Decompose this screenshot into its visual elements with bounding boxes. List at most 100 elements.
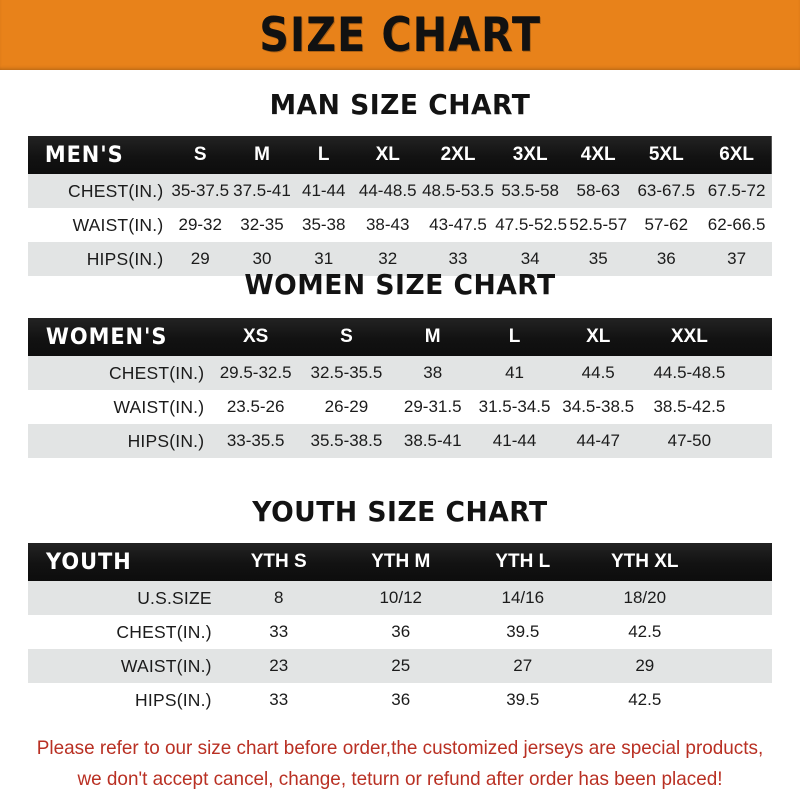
women-col-header-0: XS bbox=[242, 326, 269, 347]
youth-col-header-0: YTH S bbox=[250, 551, 307, 572]
man-waist-2: 35-38 bbox=[301, 215, 346, 234]
women-table-header-row: WOMEN'S XS S M L XL XXL bbox=[28, 318, 772, 356]
man-waist-6: 52.5-57 bbox=[569, 215, 628, 234]
youth-chest-3: 42.5 bbox=[628, 622, 662, 641]
table-row: WAIST(IN.) 23 25 27 29 bbox=[28, 649, 772, 683]
women-row-label-chest: CHEST(IN.) bbox=[108, 362, 205, 383]
man-section-title: MAN SIZE CHART bbox=[269, 88, 531, 121]
table-row: CHEST(IN.) 29.5-32.5 32.5-35.5 38 41 44.… bbox=[28, 356, 772, 390]
footer-disclaimer-line-1: Please refer to our size chart before or… bbox=[36, 737, 764, 759]
footer-disclaimer: Please refer to our size chart before or… bbox=[12, 733, 788, 795]
man-row-label-waist: WAIST(IN.) bbox=[72, 214, 164, 235]
man-table-header-row: MEN'S S M L XL 2XL 3XL 4XL 5XL 6XL bbox=[28, 136, 772, 174]
man-col-header-1: M bbox=[254, 144, 270, 165]
youth-col-header-2: YTH L bbox=[495, 551, 551, 572]
table-row: YOUTH YTH S YTH M YTH L YTH XL bbox=[28, 543, 772, 581]
women-col-header-1: S bbox=[340, 326, 353, 347]
women-col-header-3: L bbox=[508, 326, 521, 347]
youth-row-label-hips: HIPS(IN.) bbox=[135, 689, 212, 710]
women-col-header-5: XXL bbox=[670, 326, 708, 347]
youth-row-spacer bbox=[706, 683, 772, 717]
youth-ussize-0: 8 bbox=[273, 588, 284, 607]
youth-waist-0: 23 bbox=[269, 656, 289, 675]
women-size-table: WOMEN'S XS S M L XL XXL CHEST(IN.) 29.5-… bbox=[28, 318, 772, 458]
youth-row-label-header: YOUTH bbox=[46, 549, 132, 575]
women-hips-1: 35.5-38.5 bbox=[310, 431, 383, 450]
youth-row-label-waist: WAIST(IN.) bbox=[120, 655, 212, 676]
women-waist-4: 34.5-38.5 bbox=[562, 397, 635, 416]
youth-chest-1: 36 bbox=[391, 622, 411, 641]
man-col-header-6: 4XL bbox=[580, 144, 616, 165]
man-waist-7: 57-62 bbox=[644, 215, 689, 234]
women-hips-3: 41-44 bbox=[492, 431, 537, 450]
table-row: WAIST(IN.) 23.5-26 26-29 29-31.5 31.5-34… bbox=[28, 390, 772, 424]
women-waist-5: 38.5-42.5 bbox=[653, 397, 726, 416]
women-row-spacer bbox=[738, 390, 772, 424]
man-hips-8: 37 bbox=[727, 249, 747, 268]
youth-ussize-1: 10/12 bbox=[379, 588, 423, 607]
women-waist-1: 26-29 bbox=[324, 397, 369, 416]
man-row-label-hips: HIPS(IN.) bbox=[86, 248, 164, 269]
man-waist-1: 32-35 bbox=[240, 215, 284, 234]
youth-waist-1: 25 bbox=[391, 656, 411, 675]
man-row-label-chest: CHEST(IN.) bbox=[68, 180, 164, 201]
youth-section-title: YOUTH SIZE CHART bbox=[252, 495, 548, 528]
table-row: HIPS(IN.) 33 36 39.5 42.5 bbox=[28, 683, 772, 717]
women-row-spacer bbox=[738, 356, 772, 390]
man-hips-4: 33 bbox=[448, 249, 468, 268]
man-waist-3: 38-43 bbox=[365, 215, 410, 234]
man-hips-0: 29 bbox=[190, 249, 210, 268]
man-size-table: MEN'S S M L XL 2XL 3XL 4XL 5XL 6XL CHEST… bbox=[28, 136, 772, 276]
youth-hips-0: 33 bbox=[269, 690, 289, 709]
table-row: WAIST(IN.) 29-32 32-35 35-38 38-43 43-47… bbox=[28, 208, 772, 242]
man-hips-2: 31 bbox=[314, 249, 334, 268]
youth-size-table: YOUTH YTH S YTH M YTH L YTH XL U.S.SIZE … bbox=[28, 543, 772, 717]
youth-row-label-us-size: U.S.SIZE bbox=[137, 587, 212, 608]
man-col-header-3: XL bbox=[375, 144, 400, 165]
footer-disclaimer-line-2: we don't accept cancel, change, teturn o… bbox=[77, 768, 723, 790]
youth-col-header-1: YTH M bbox=[371, 551, 431, 572]
women-chest-5: 44.5-48.5 bbox=[653, 363, 726, 382]
women-waist-3: 31.5-34.5 bbox=[478, 397, 551, 416]
man-col-header-0: S bbox=[193, 144, 207, 165]
women-col-header-2: M bbox=[424, 326, 441, 347]
man-hips-5: 34 bbox=[520, 249, 540, 268]
man-col-header-2: L bbox=[317, 144, 330, 165]
women-waist-2: 29-31.5 bbox=[403, 397, 462, 416]
women-waist-0: 23.5-26 bbox=[226, 397, 285, 416]
women-chest-1: 32.5-35.5 bbox=[310, 363, 383, 382]
table-row: HIPS(IN.) 29 30 31 32 33 34 35 36 37 bbox=[28, 242, 772, 276]
man-chest-4: 48.5-53.5 bbox=[422, 181, 494, 200]
women-chest-4: 44.5 bbox=[581, 363, 615, 382]
man-waist-4: 43-47.5 bbox=[429, 215, 487, 234]
youth-row-spacer bbox=[706, 581, 772, 615]
youth-row-spacer bbox=[706, 615, 772, 649]
women-chest-2: 38 bbox=[423, 363, 443, 382]
women-row-spacer bbox=[738, 424, 772, 458]
man-hips-3: 32 bbox=[378, 249, 398, 268]
youth-row-label-chest: CHEST(IN.) bbox=[116, 621, 212, 642]
man-hips-6: 35 bbox=[588, 249, 608, 268]
table-row: CHEST(IN.) 35-37.5 37.5-41 41-44 44-48.5… bbox=[28, 174, 772, 208]
man-col-header-8: 6XL bbox=[719, 144, 755, 165]
women-col-header-4: XL bbox=[586, 326, 611, 347]
women-row-label-hips: HIPS(IN.) bbox=[127, 430, 205, 451]
man-chest-5: 53.5-58 bbox=[501, 181, 559, 200]
man-waist-5: 47.5-52.5 bbox=[495, 215, 568, 234]
youth-chest-2: 39.5 bbox=[506, 622, 540, 641]
youth-col-header-3: YTH XL bbox=[610, 551, 679, 572]
women-hips-4: 44-47 bbox=[576, 431, 620, 450]
man-col-header-4: 2XL bbox=[440, 144, 476, 165]
women-hips-2: 38.5-41 bbox=[403, 431, 462, 450]
youth-hips-1: 36 bbox=[391, 690, 411, 709]
table-row: HIPS(IN.) 33-35.5 35.5-38.5 38.5-41 41-4… bbox=[28, 424, 772, 458]
women-chest-0: 29.5-32.5 bbox=[219, 363, 292, 382]
table-row: U.S.SIZE 8 10/12 14/16 18/20 bbox=[28, 581, 772, 615]
youth-ussize-2: 14/16 bbox=[501, 588, 545, 607]
man-chest-1: 37.5-41 bbox=[233, 181, 291, 200]
table-row: WOMEN'S XS S M L XL XXL bbox=[28, 318, 772, 356]
youth-table-header-row: YOUTH YTH S YTH M YTH L YTH XL bbox=[28, 543, 772, 581]
man-waist-0: 29-32 bbox=[178, 215, 222, 234]
women-header-spacer bbox=[738, 318, 772, 356]
man-chest-2: 41-44 bbox=[301, 181, 346, 200]
